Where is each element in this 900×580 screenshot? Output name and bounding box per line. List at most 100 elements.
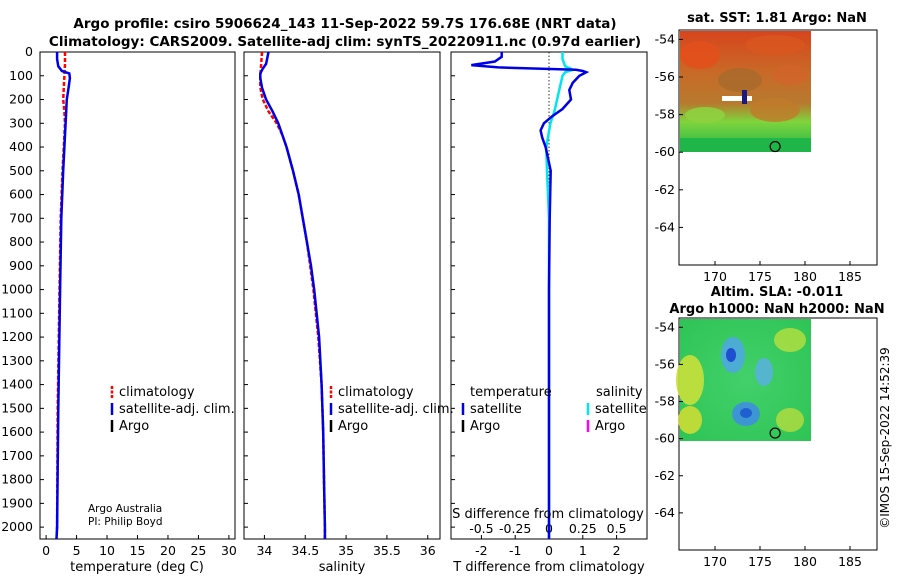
depth-tick-label: 200: [9, 92, 33, 107]
sst-field-patch: [680, 41, 720, 69]
lat-tick-label: -60: [655, 431, 675, 446]
salinity-satellite-line: [259, 52, 327, 539]
legend-title-salinity: salinity: [596, 385, 643, 400]
sla-map-axes: -54 -56 -58 -60 -62 -64 170 175 180 185: [655, 319, 862, 569]
x-tick-label: 2: [613, 543, 621, 558]
difference-x-axis: -2 -1 0 1 2: [475, 535, 621, 558]
sst-field-patch: [772, 65, 808, 85]
legend-title-temperature: temperature: [470, 385, 552, 400]
depth-tick-label: 1200: [1, 329, 33, 344]
legend-label-sal-satellite: satellite: [595, 402, 647, 417]
lon-tick-label: 175: [748, 554, 772, 569]
lat-tick-label: -64: [655, 219, 675, 234]
credit-line1: Argo Australia: [88, 503, 162, 515]
depth-tick-label: 1100: [1, 305, 33, 320]
x-tick-label: 0: [42, 543, 50, 558]
x-tick-label: 15: [130, 543, 146, 558]
sst-missing-data: [742, 90, 747, 104]
lon-tick-label: 185: [838, 269, 862, 284]
lon-tick-label: 180: [793, 554, 817, 569]
lat-tick-label: -64: [655, 505, 675, 520]
figure-title-line1: Argo profile: csiro 5906624_143 11-Sep-2…: [73, 16, 616, 32]
lon-tick-label: 170: [703, 269, 727, 284]
temperature-x-axis: 0 5 10 15 20 25 30: [42, 535, 237, 558]
temperature-difference-line: [471, 52, 590, 539]
legend-label-sal-argo: Argo: [595, 419, 625, 434]
sla-map-field: [676, 319, 811, 441]
lat-tick-label: -62: [655, 182, 675, 197]
x-tick-label: 35: [338, 543, 354, 558]
depth-tick-label: 1800: [1, 472, 33, 487]
s-difference-tick-label: -0.25: [499, 521, 531, 536]
imos-timestamp: ©IMOS 15-Sep-2022 14:52:39: [878, 347, 892, 529]
x-tick-label: 36: [420, 543, 436, 558]
depth-tick-label: 2000: [1, 519, 33, 534]
x-tick-label: 25: [190, 543, 206, 558]
sla-field-patch: [774, 328, 806, 352]
salinity-difference-axis-label: S difference from climatology: [452, 507, 644, 522]
figure-title-line2: Climatology: CARS2009. Satellite-adj cli…: [49, 34, 641, 50]
lon-tick-label: 180: [793, 269, 817, 284]
lat-tick-label: -54: [655, 319, 675, 334]
sst-map-title: sat. SST: 1.81 Argo: NaN: [687, 11, 867, 26]
depth-tick-label: 900: [9, 258, 33, 273]
sst-field-patch: [750, 98, 800, 122]
sst-field-patch: [745, 35, 805, 55]
lat-tick-label: -54: [655, 31, 675, 46]
salinity-panel-frame: [243, 51, 441, 540]
x-tick-label: 1: [579, 543, 587, 558]
lat-tick-label: -58: [655, 394, 675, 409]
lon-tick-label: 170: [703, 554, 727, 569]
sst-map-field: [680, 31, 811, 152]
legend-label-argo: Argo: [119, 419, 149, 434]
t-difference-axis-label: T difference from climatology: [452, 560, 645, 575]
x-tick-label: 0: [545, 543, 553, 558]
sla-field-patch: [726, 348, 736, 362]
temperature-satellite-line: [55, 52, 72, 539]
depth-tick-label: 1500: [1, 400, 33, 415]
legend-label-satellite: satellite-adj. clim.: [338, 402, 454, 417]
x-tick-label: 35.5: [373, 543, 401, 558]
x-tick-label: 30: [221, 543, 237, 558]
sla-field-patch: [676, 355, 704, 405]
lat-tick-label: -60: [655, 144, 675, 159]
depth-tick-label: 100: [9, 68, 33, 83]
x-tick-label: 34.5: [291, 543, 319, 558]
s-difference-tick-label: -0.5: [469, 521, 493, 536]
sst-field-patch: [718, 68, 762, 92]
depth-tick-label: 1300: [1, 353, 33, 368]
depth-tick-label: 700: [9, 210, 33, 225]
lat-tick-label: -56: [655, 356, 675, 371]
credit-line2: PI: Philip Boyd: [88, 516, 163, 528]
lon-tick-label: 175: [748, 269, 772, 284]
s-difference-tick-label: 0.5: [607, 521, 627, 536]
sla-field-patch: [678, 406, 702, 434]
depth-tick-label: 1900: [1, 495, 33, 510]
salinity-difference-top-axis: -0.5 -0.25 0 0.25 0.5: [469, 521, 626, 536]
sla-map-title-line2: Argo h1000: NaN h2000: NaN: [669, 302, 884, 317]
sla-field-patch: [776, 408, 804, 432]
legend-label-temp-argo: Argo: [470, 419, 500, 434]
temperature-panel-frame: [39, 51, 236, 540]
depth-tick-label: 300: [9, 115, 33, 130]
salinity-x-axis: 34 34.5 35 35.5 36: [256, 535, 436, 558]
sst-field-patch: [680, 138, 811, 152]
depth-tick-label: 400: [9, 139, 33, 154]
x-tick-label: 34: [256, 543, 272, 558]
sla-argo-location-marker: [769, 427, 781, 439]
sst-map-axes: -54 -56 -58 -60 -62 -64 170 175 180 185: [655, 31, 862, 284]
depth-tick-label: 1000: [1, 282, 33, 297]
depth-tick-label: 1400: [1, 377, 33, 392]
depth-tick-label: 500: [9, 163, 33, 178]
sla-field-patch: [755, 358, 773, 386]
s-difference-tick-label: 0.25: [569, 521, 597, 536]
x-tick-label: 10: [99, 543, 115, 558]
salinity-difference-line: [545, 52, 577, 539]
lon-tick-label: 185: [838, 554, 862, 569]
lat-tick-label: -58: [655, 107, 675, 122]
sla-map-title-line1: Altim. SLA: -0.011: [711, 285, 843, 300]
lat-tick-label: -62: [655, 468, 675, 483]
x-tick-label: -2: [475, 543, 487, 558]
depth-axis: 0 100 200 300 400 500 600 700 800 900 1000 1100 1200…: [1, 44, 455, 534]
